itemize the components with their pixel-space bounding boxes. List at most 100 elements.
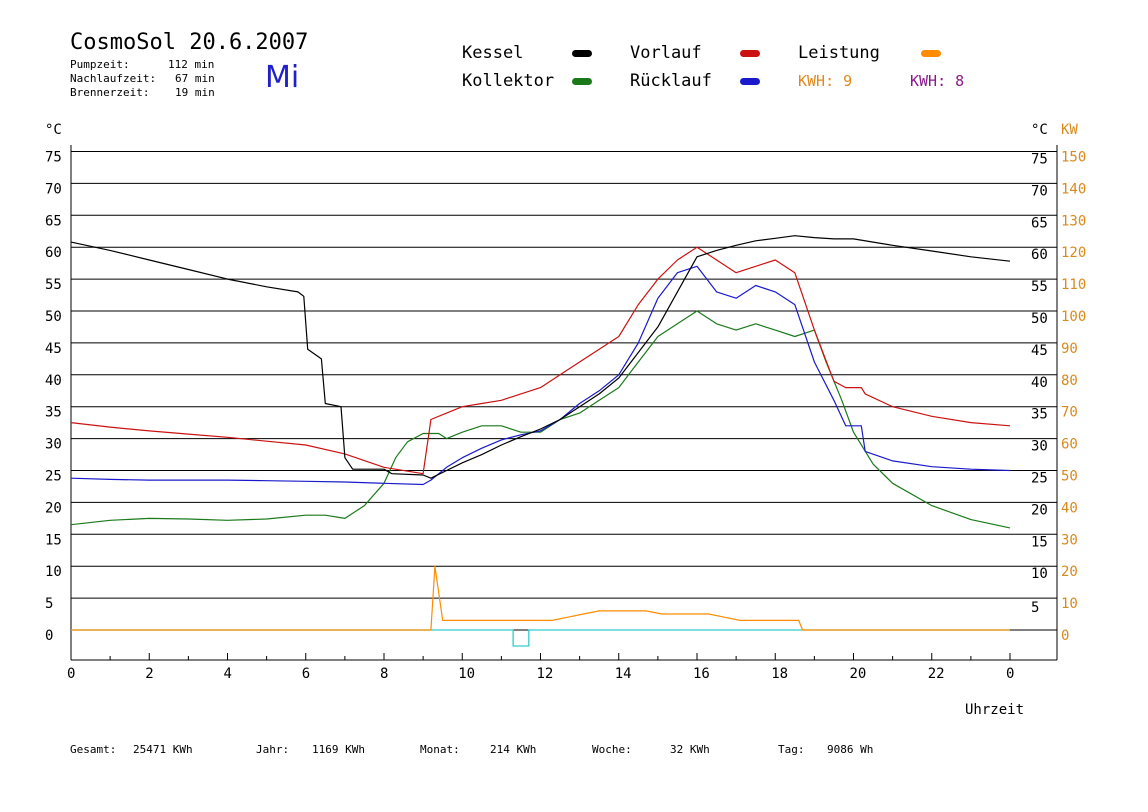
tag-value: 9086 Wh <box>827 743 874 756</box>
nachlaufzeit-label: Nachlaufzeit: <box>70 72 157 85</box>
chart-title: CosmoSol 20.6.2007 <box>70 30 309 55</box>
weekday-label: Mi <box>265 60 300 95</box>
x-tick-label: 18 <box>771 666 788 682</box>
x-tick-label: 2 <box>145 666 153 682</box>
left-unit-label: °C <box>45 122 62 138</box>
right-kw-tick-label: 0 <box>1061 628 1069 644</box>
woche-value: 32 KWh <box>670 743 710 756</box>
right-kw-tick-label: 70 <box>1061 405 1078 421</box>
right-tick-label: 10 <box>1031 566 1048 582</box>
right-kw-tick-label: 120 <box>1061 245 1086 261</box>
legend-ruecklauf-label: Rücklauf <box>630 71 712 91</box>
series-line-leistung <box>71 565 1010 631</box>
x-tick-label: 6 <box>302 666 310 682</box>
series-line-pump <box>71 629 1010 647</box>
legend-leistung-label: Leistung <box>798 43 880 63</box>
right-tick-label: 60 <box>1031 247 1048 263</box>
right-unit-label: °C <box>1031 122 1048 138</box>
monat-label: Monat: <box>420 743 460 756</box>
right-tick-label: 30 <box>1031 439 1048 455</box>
gesamt-value: 25471 KWh <box>133 743 193 756</box>
x-tick-label: 22 <box>928 666 945 682</box>
left-tick-label: 20 <box>45 500 62 516</box>
right-kw-tick-label: 140 <box>1061 181 1086 197</box>
left-tick-label: 55 <box>45 277 62 293</box>
tick-labels-layer: 051015202530354045505560657075°C51015202… <box>45 122 1086 682</box>
series-line-ruecklauf <box>70 265 1011 486</box>
left-tick-label: 15 <box>45 532 62 548</box>
x-tick-label: 16 <box>693 666 710 682</box>
series-layer <box>70 235 1011 647</box>
right-kw-tick-label: 150 <box>1061 150 1086 166</box>
right-tick-label: 70 <box>1031 183 1048 199</box>
nachlaufzeit-value: 67 min <box>175 72 215 85</box>
right-tick-label: 5 <box>1031 600 1039 616</box>
legend-leistung-swatch <box>921 50 941 57</box>
left-tick-label: 35 <box>45 405 62 421</box>
axes-layer <box>70 145 1058 661</box>
x-axis-label: Uhrzeit <box>965 702 1025 718</box>
left-tick-label: 65 <box>45 213 62 229</box>
right-kw-tick-label: 100 <box>1061 309 1086 325</box>
right-tick-label: 55 <box>1031 279 1048 295</box>
legend-vorlauf-label: Vorlauf <box>630 43 702 63</box>
gesamt-label: Gesamt: <box>70 743 117 756</box>
left-tick-label: 30 <box>45 437 62 453</box>
pumpzeit-value: 112 min <box>168 58 215 71</box>
right-kw-unit-label: KW <box>1061 122 1078 138</box>
right-tick-label: 20 <box>1031 502 1048 518</box>
x-tick-label: 14 <box>615 666 632 682</box>
right-tick-label: 25 <box>1031 471 1048 487</box>
right-kw-tick-label: 60 <box>1061 437 1078 453</box>
left-tick-label: 50 <box>45 309 62 325</box>
x-tick-label: 10 <box>458 666 475 682</box>
series-line-vorlauf <box>70 246 1011 475</box>
right-kw-tick-label: 80 <box>1061 373 1078 389</box>
right-tick-label: 50 <box>1031 311 1048 327</box>
right-kw-tick-label: 50 <box>1061 469 1078 485</box>
woche-label: Woche: <box>592 743 632 756</box>
right-kw-tick-label: 90 <box>1061 341 1078 357</box>
x-tick-label: 12 <box>537 666 554 682</box>
left-tick-label: 75 <box>45 150 62 166</box>
right-tick-label: 45 <box>1031 343 1048 359</box>
right-kw-tick-label: 40 <box>1061 500 1078 516</box>
left-tick-label: 40 <box>45 373 62 389</box>
legend-kessel-swatch <box>572 50 592 57</box>
left-tick-label: 45 <box>45 341 62 357</box>
grid-layer <box>71 151 1057 631</box>
right-tick-label: 35 <box>1031 407 1048 423</box>
left-tick-label: 25 <box>45 469 62 485</box>
right-tick-label: 40 <box>1031 375 1048 391</box>
right-tick-label: 65 <box>1031 215 1048 231</box>
brennerzeit-value: 19 min <box>175 86 215 99</box>
right-tick-label: 15 <box>1031 534 1048 550</box>
series-line-kessel <box>70 235 1011 479</box>
right-kw-tick-label: 130 <box>1061 213 1086 229</box>
x-tick-label: 4 <box>224 666 232 682</box>
left-tick-label: 10 <box>45 564 62 580</box>
legend-vorlauf-swatch <box>740 50 760 57</box>
tag-label: Tag: <box>778 743 805 756</box>
kwh-purple: KWH: 8 <box>910 72 965 90</box>
legend-kessel-label: Kessel <box>462 43 524 63</box>
right-kw-tick-label: 110 <box>1061 277 1086 293</box>
legend-kollektor-label: Kollektor <box>462 71 555 91</box>
legend-ruecklauf-swatch <box>740 78 760 85</box>
right-kw-tick-label: 20 <box>1061 564 1078 580</box>
right-tick-label: 75 <box>1031 152 1048 168</box>
series-line-kollektor <box>70 310 1011 529</box>
legend-kollektor-swatch <box>572 78 592 85</box>
x-tick-label: 0 <box>1006 666 1014 682</box>
right-kw-tick-label: 10 <box>1061 596 1078 612</box>
monat-value: 214 KWh <box>490 743 537 756</box>
brennerzeit-label: Brennerzeit: <box>70 86 150 99</box>
left-tick-label: 70 <box>45 181 62 197</box>
kwh-orange: KWH: 9 <box>798 72 853 90</box>
left-tick-label: 60 <box>45 245 62 261</box>
x-tick-label: 0 <box>67 666 75 682</box>
pumpzeit-label: Pumpzeit: <box>70 58 130 71</box>
left-tick-label: 5 <box>45 596 53 612</box>
right-kw-tick-label: 30 <box>1061 532 1078 548</box>
